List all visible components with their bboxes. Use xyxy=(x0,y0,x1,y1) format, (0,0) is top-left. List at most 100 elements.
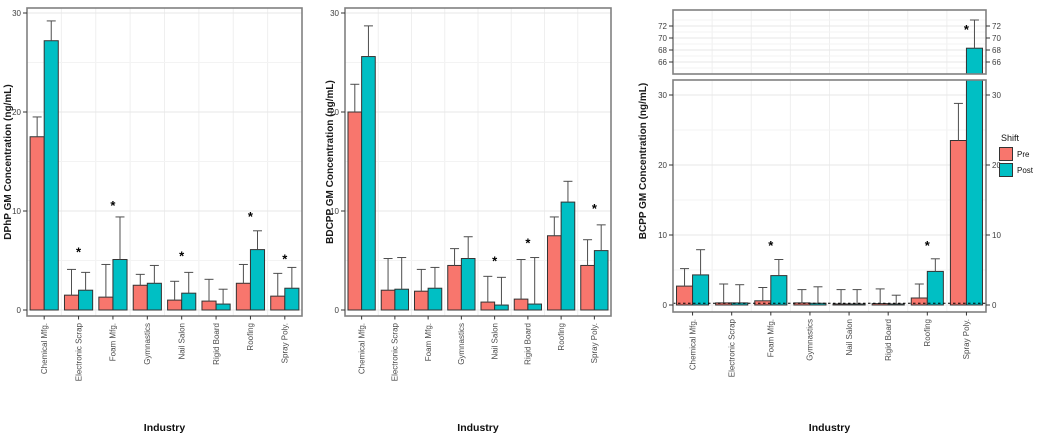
x-category-label: Gymnastics xyxy=(143,323,152,365)
bar-pre xyxy=(546,235,562,311)
y-tick-label: 20 xyxy=(658,161,667,170)
x-category-label: Chemical Mfg. xyxy=(40,323,49,374)
bar-pre xyxy=(480,301,496,311)
y-tick-label: 10 xyxy=(992,231,1001,240)
x-category-label: Foam Mfg. xyxy=(424,323,433,361)
y-axis-title: BCPP GM Concentration (ng/mL) xyxy=(638,83,649,239)
x-category-label: Rigid Board xyxy=(884,319,893,361)
bar-post xyxy=(965,79,983,306)
y-tick-label: 0 xyxy=(335,306,340,315)
bar-pre xyxy=(793,302,811,306)
panel-border xyxy=(672,9,987,75)
significance-asterisk: * xyxy=(492,254,498,269)
x-category-label: Rigid Board xyxy=(212,323,221,365)
bar-pre xyxy=(413,290,429,311)
y-tick-label: 30 xyxy=(12,9,21,18)
y-tick-label: 0 xyxy=(17,306,22,315)
x-category-label: Roofing xyxy=(923,319,932,347)
significance-asterisk: * xyxy=(248,209,254,224)
bar-pre xyxy=(270,295,286,311)
bar-post xyxy=(181,292,197,311)
y-tick-label: 20 xyxy=(992,161,1001,170)
x-category-label: Gymnastics xyxy=(806,319,815,361)
bars-layer xyxy=(673,79,986,306)
bars-layer xyxy=(965,19,983,75)
significance-asterisk: * xyxy=(525,236,531,251)
bar-pre xyxy=(380,289,396,311)
y-tick-label: 70 xyxy=(992,34,1001,43)
bar-pre xyxy=(580,264,595,311)
bar-post xyxy=(770,275,788,306)
x-category-label: Spray Poly. xyxy=(590,323,599,363)
x-category-label: Foam Mfg. xyxy=(109,323,118,361)
bar-pre xyxy=(132,284,148,311)
bar-pre xyxy=(63,294,80,311)
bar-post xyxy=(926,270,944,306)
x-category-label: Roofing xyxy=(557,323,566,351)
y-tick-label: 30 xyxy=(330,9,339,18)
bar-pre xyxy=(167,299,183,311)
bar-pre xyxy=(201,300,217,311)
bar-post xyxy=(78,289,94,311)
y-tick-label: 72 xyxy=(992,22,1001,31)
significance-asterisk: * xyxy=(768,238,774,253)
x-category-label: Chemical Mfg. xyxy=(357,323,366,374)
bar-post xyxy=(560,201,576,311)
x-category-label: Nail Salon xyxy=(845,319,854,355)
y-tick-label: 10 xyxy=(12,207,21,216)
significance-asterisk: * xyxy=(282,252,288,267)
legend-item-post: Post xyxy=(999,163,1033,177)
bar-post xyxy=(494,304,509,311)
y-tick-label: 66 xyxy=(992,58,1001,67)
bar-post xyxy=(887,303,905,306)
y-axis-title: DPhP GM Concentration (ng/mL) xyxy=(3,84,14,239)
legend-label-pre: Pre xyxy=(1017,149,1030,159)
bar-pre xyxy=(98,296,114,311)
bar-post xyxy=(593,250,609,311)
post-color-swatch xyxy=(999,163,1013,177)
x-category-label: Nail Salon xyxy=(177,323,186,359)
bar-post xyxy=(249,249,266,311)
bar-pre xyxy=(513,298,529,311)
x-category-label: Foam Mfg. xyxy=(767,319,776,357)
bar-pre xyxy=(235,282,251,311)
bar-pre xyxy=(910,297,928,306)
bar-pre xyxy=(832,303,850,306)
y-tick-label: 30 xyxy=(658,91,667,100)
bar-post xyxy=(394,288,410,311)
pre-color-swatch xyxy=(999,147,1013,161)
x-category-label: Chemical Mfg. xyxy=(688,319,697,370)
significance-asterisk: * xyxy=(179,249,185,264)
y-tick-label: 68 xyxy=(992,46,1001,55)
y-tick-label: 10 xyxy=(330,207,339,216)
y-axis-title: BDCPP GM Concentration (ng/mL) xyxy=(325,80,336,244)
bar-post xyxy=(527,303,543,311)
y-tick-label: 20 xyxy=(12,108,21,117)
y-tick-label: 0 xyxy=(992,301,997,310)
panel-border xyxy=(344,7,612,317)
significance-asterisk: * xyxy=(76,245,82,260)
panel-border xyxy=(672,79,987,313)
x-category-label: Electronic Scrap xyxy=(74,322,83,381)
x-axis-title: Industry xyxy=(144,422,186,434)
x-category-label: Spray Poly. xyxy=(962,319,971,359)
x-axis-title: Industry xyxy=(457,422,499,434)
bars-layer xyxy=(347,25,609,311)
x-category-label: Electronic Scrap xyxy=(391,322,400,381)
legend-item-pre: Pre xyxy=(999,147,1033,161)
legend-title: Shift xyxy=(1001,133,1020,143)
significance-asterisk: * xyxy=(592,201,598,216)
y-tick-label: 68 xyxy=(658,46,667,55)
y-tick-label: 10 xyxy=(658,231,667,240)
bar-post xyxy=(848,303,866,306)
significance-asterisk: * xyxy=(925,238,931,253)
x-category-label: Roofing xyxy=(246,323,255,351)
significance-asterisk: * xyxy=(964,22,970,37)
shift-legend: Shift Pre Post xyxy=(999,133,1033,179)
bars-layer xyxy=(29,20,300,311)
bar-pre xyxy=(676,285,694,306)
x-category-label: Spray Poly. xyxy=(281,323,290,363)
bar-pre xyxy=(447,264,462,311)
x-axis-title: Industry xyxy=(809,422,851,434)
